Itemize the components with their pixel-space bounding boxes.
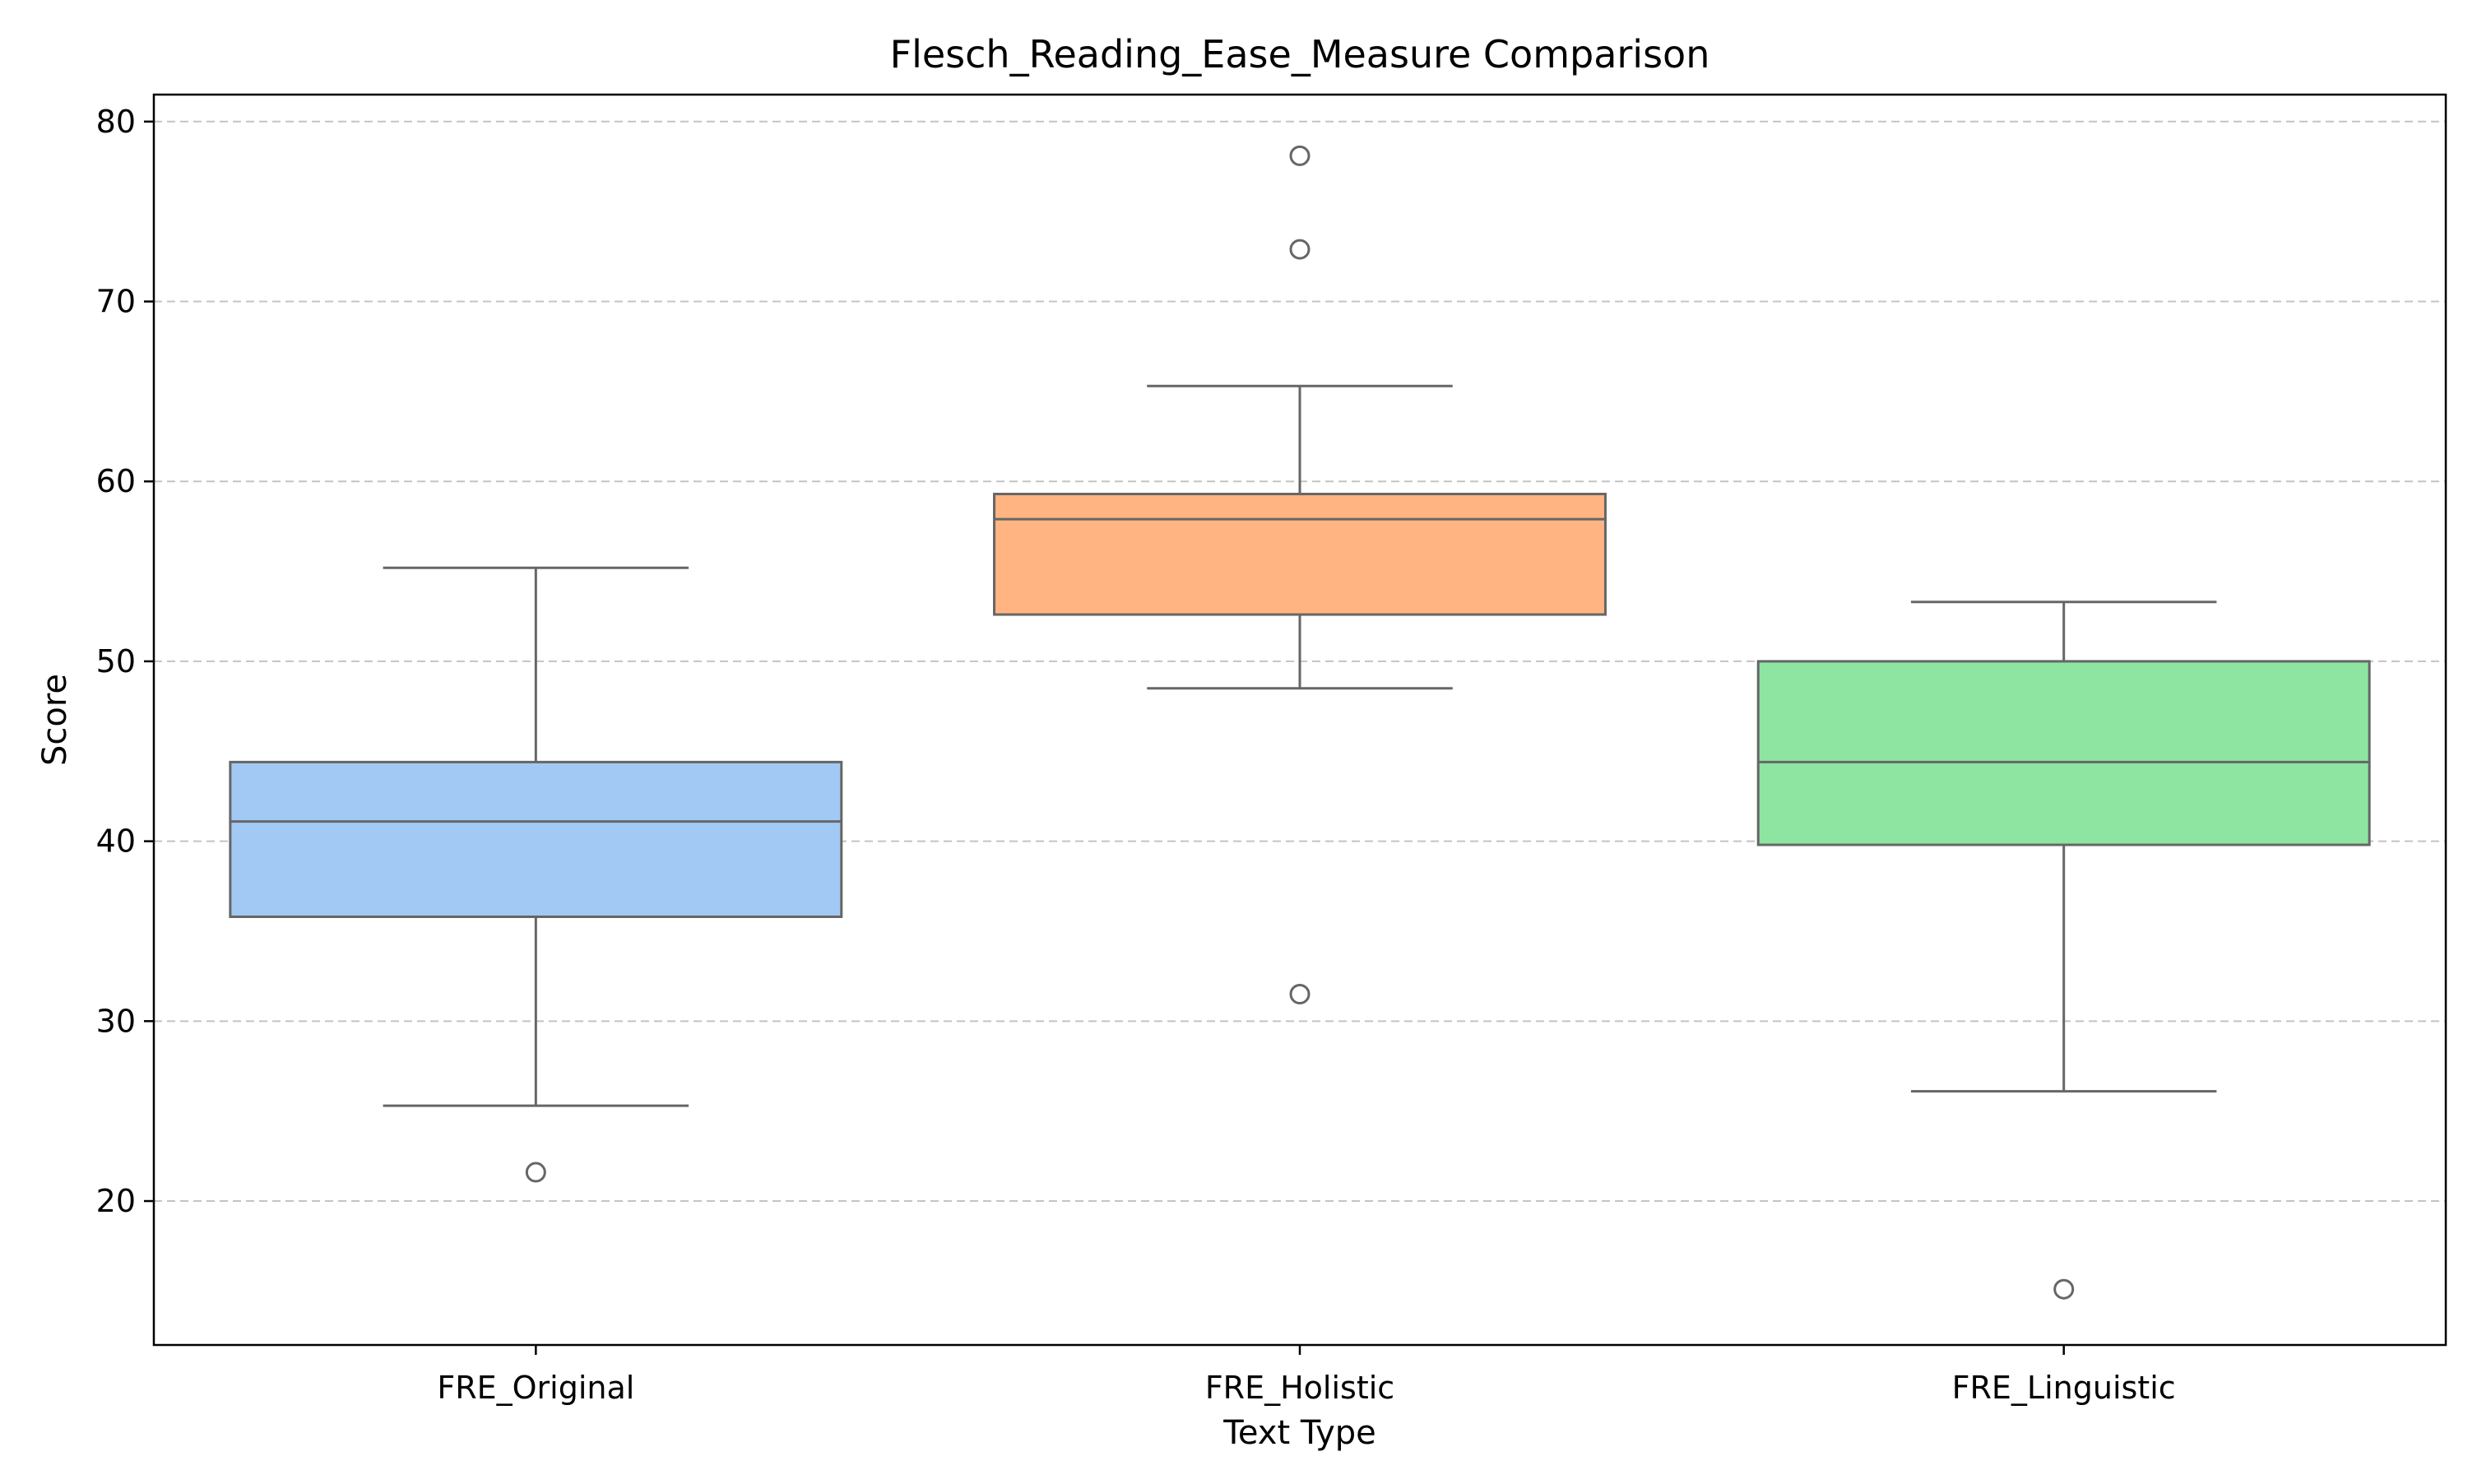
iqr-box — [993, 493, 1607, 616]
iqr-box — [229, 760, 843, 918]
x-axis-ticks: FRE_Original FRE_Holistic FRE_Linguistic — [437, 1345, 2176, 1406]
box-FRE_Linguistic — [1756, 601, 2371, 1300]
y-tick-label: 60 — [96, 463, 136, 499]
outlier-point — [525, 1162, 546, 1183]
outlier-point — [2053, 1278, 2075, 1300]
chart-title: Flesch_Reading_Ease_Measure Comparison — [890, 32, 1710, 77]
box-FRE_Original — [229, 566, 843, 1183]
y-tick-label: 70 — [96, 284, 136, 320]
y-tick-label: 40 — [96, 823, 136, 860]
x-tick-label: FRE_Linguistic — [1952, 1370, 2176, 1406]
outlier-point — [1289, 145, 1311, 166]
y-axis-ticks: 20 30 40 50 60 70 80 — [96, 104, 154, 1219]
y-tick-label: 80 — [96, 104, 136, 140]
outlier-point — [1289, 984, 1311, 1005]
y-tick-label: 30 — [96, 1003, 136, 1039]
iqr-box — [1756, 660, 2371, 846]
box-series — [229, 145, 2371, 1300]
box-FRE_Holistic — [993, 145, 1607, 1005]
y-tick-label: 50 — [96, 643, 136, 679]
y-axis-label: Score — [36, 674, 74, 766]
outlier-point — [1289, 239, 1311, 260]
x-tick-label: FRE_Original — [437, 1370, 634, 1406]
x-tick-label: FRE_Holistic — [1205, 1370, 1394, 1406]
x-axis-label: Text Type — [1222, 1414, 1376, 1452]
y-tick-label: 20 — [96, 1183, 136, 1219]
